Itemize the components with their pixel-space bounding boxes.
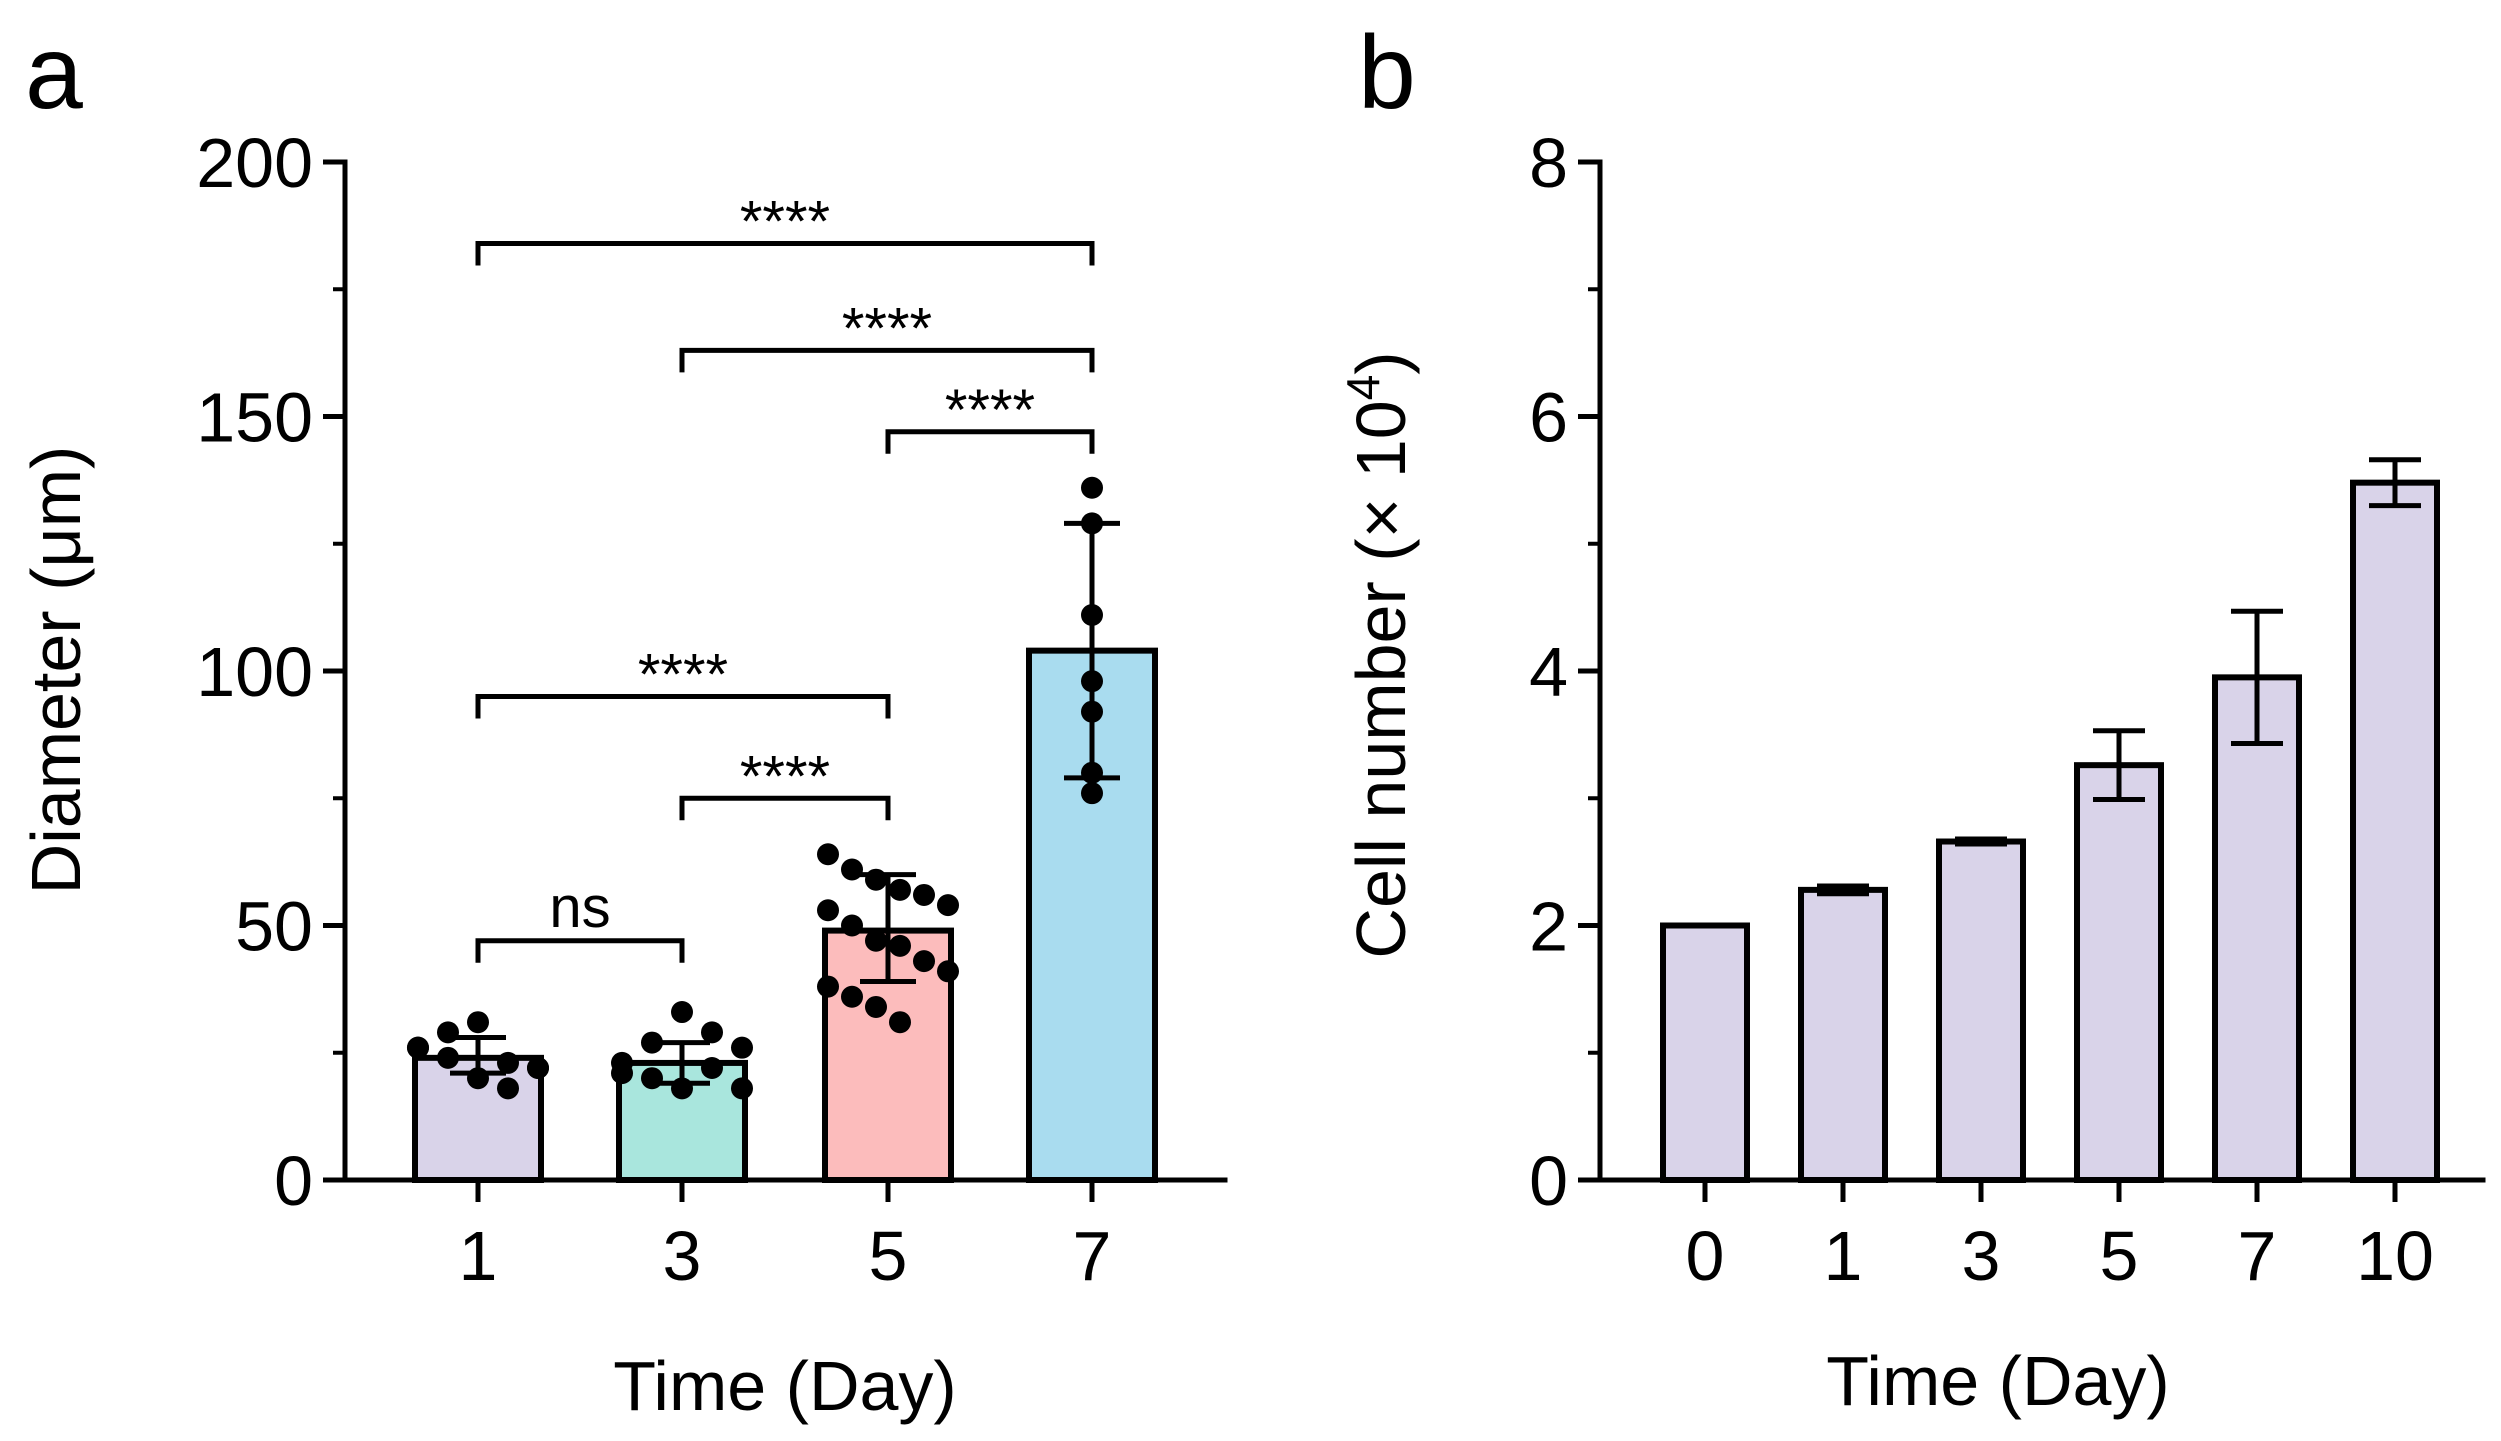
data-point bbox=[497, 1051, 519, 1074]
significance-bracket bbox=[679, 347, 1095, 373]
bar bbox=[1936, 838, 2026, 1183]
significance-label: **** bbox=[945, 378, 1035, 443]
data-point bbox=[841, 985, 863, 1008]
significance-label: **** bbox=[740, 744, 830, 809]
panel-label-a: a bbox=[25, 15, 83, 131]
x-tick-label: 7 bbox=[2238, 1217, 2277, 1295]
data-point bbox=[1081, 670, 1103, 693]
data-point bbox=[671, 1001, 693, 1024]
x-tick-group: 0 1 3 5 7 10 bbox=[1686, 1180, 2434, 1295]
bar bbox=[2212, 674, 2302, 1183]
y-tick-label: 200 bbox=[196, 124, 313, 202]
y-axis-title: Diameter (μm) bbox=[17, 446, 95, 895]
x-tick-label: 5 bbox=[2100, 1217, 2139, 1295]
data-point bbox=[865, 929, 887, 952]
data-point bbox=[731, 1077, 753, 1100]
data-point bbox=[913, 883, 935, 906]
significance-label: ns bbox=[549, 875, 610, 940]
data-point bbox=[611, 1062, 633, 1085]
data-point bbox=[865, 868, 887, 891]
data-point bbox=[467, 1011, 489, 1034]
data-point bbox=[889, 934, 911, 957]
data-point bbox=[731, 1036, 753, 1059]
data-point bbox=[937, 894, 959, 917]
data-point bbox=[865, 995, 887, 1018]
x-tick-label: 5 bbox=[869, 1217, 908, 1295]
y-axis-title: Cell number (× 104) bbox=[1337, 351, 1420, 958]
x-tick-label: 0 bbox=[1686, 1217, 1725, 1295]
data-point bbox=[437, 1046, 459, 1069]
data-point bbox=[817, 843, 839, 866]
y-tick-label: 0 bbox=[274, 1142, 313, 1220]
panel-b: b 0 2 4 6 8 0 1 3 5 7 10 Time (Day) Cell number (… bbox=[1337, 15, 2486, 1420]
significance-group: ns******************** bbox=[475, 189, 1095, 963]
data-point bbox=[701, 1021, 723, 1044]
data-point bbox=[1081, 761, 1103, 784]
data-point bbox=[1081, 782, 1103, 805]
significance-bracket bbox=[475, 938, 685, 963]
bar-group bbox=[1660, 479, 2440, 1184]
data-point bbox=[437, 1021, 459, 1044]
data-point bbox=[841, 858, 863, 881]
data-point bbox=[937, 960, 959, 983]
significance-bracket bbox=[475, 240, 1095, 266]
data-point bbox=[641, 1031, 663, 1054]
significance-label: **** bbox=[638, 642, 728, 707]
data-point bbox=[407, 1036, 429, 1059]
x-axis-title: Time (Day) bbox=[613, 1347, 957, 1425]
data-point bbox=[701, 1057, 723, 1080]
x-axis-title: Time (Day) bbox=[1826, 1342, 2170, 1420]
x-tick-label: 3 bbox=[663, 1217, 702, 1295]
panel-label-b: b bbox=[1358, 15, 1416, 131]
data-point bbox=[841, 914, 863, 937]
y-tick-label: 150 bbox=[196, 379, 313, 457]
y-tick-label: 50 bbox=[235, 888, 313, 966]
y-tick-label: 4 bbox=[1529, 633, 1568, 711]
bar-group bbox=[412, 647, 1158, 1184]
data-point bbox=[1081, 512, 1103, 535]
x-tick-label: 3 bbox=[1962, 1217, 2001, 1295]
data-point bbox=[889, 878, 911, 901]
significance-label: **** bbox=[842, 296, 932, 361]
significance-label: **** bbox=[740, 189, 830, 254]
error-bar-group bbox=[1817, 457, 2421, 897]
data-point bbox=[467, 1067, 489, 1090]
significance-bracket bbox=[475, 693, 891, 719]
data-point bbox=[671, 1077, 693, 1100]
y-axis-title-main: Cell number (× 10 bbox=[1342, 400, 1420, 958]
y-tick-group: 0 50 100 150 200 bbox=[196, 124, 345, 1220]
significance-bracket bbox=[679, 795, 891, 821]
data-point bbox=[889, 1011, 911, 1034]
bar bbox=[2350, 479, 2440, 1184]
data-point bbox=[1081, 476, 1103, 499]
data-point bbox=[913, 950, 935, 973]
data-point bbox=[527, 1057, 549, 1080]
data-point bbox=[817, 899, 839, 922]
bar bbox=[1660, 922, 1750, 1183]
data-point bbox=[641, 1067, 663, 1090]
significance-bracket bbox=[885, 429, 1095, 454]
x-tick-label: 7 bbox=[1073, 1217, 1112, 1295]
data-point bbox=[817, 975, 839, 998]
y-tick-label: 100 bbox=[196, 633, 313, 711]
y-axis-title-close: ) bbox=[1342, 351, 1420, 374]
x-tick-label: 1 bbox=[1824, 1217, 1863, 1295]
bar bbox=[1798, 886, 1888, 1183]
data-point-group bbox=[407, 476, 1103, 1100]
y-tick-group: 0 2 4 6 8 bbox=[1529, 124, 1600, 1220]
y-tick-label: 6 bbox=[1529, 379, 1568, 457]
bar bbox=[2074, 762, 2164, 1183]
data-point bbox=[1081, 604, 1103, 627]
y-tick-label: 2 bbox=[1529, 888, 1568, 966]
data-point bbox=[497, 1077, 519, 1100]
y-axis-title-exponent: 4 bbox=[1337, 375, 1389, 401]
x-tick-group: 1 3 5 7 bbox=[459, 1180, 1112, 1295]
data-point bbox=[1081, 700, 1103, 723]
x-tick-label: 10 bbox=[2356, 1217, 2434, 1295]
x-tick-label: 1 bbox=[459, 1217, 498, 1295]
y-tick-label: 8 bbox=[1529, 124, 1568, 202]
y-tick-label: 0 bbox=[1529, 1142, 1568, 1220]
